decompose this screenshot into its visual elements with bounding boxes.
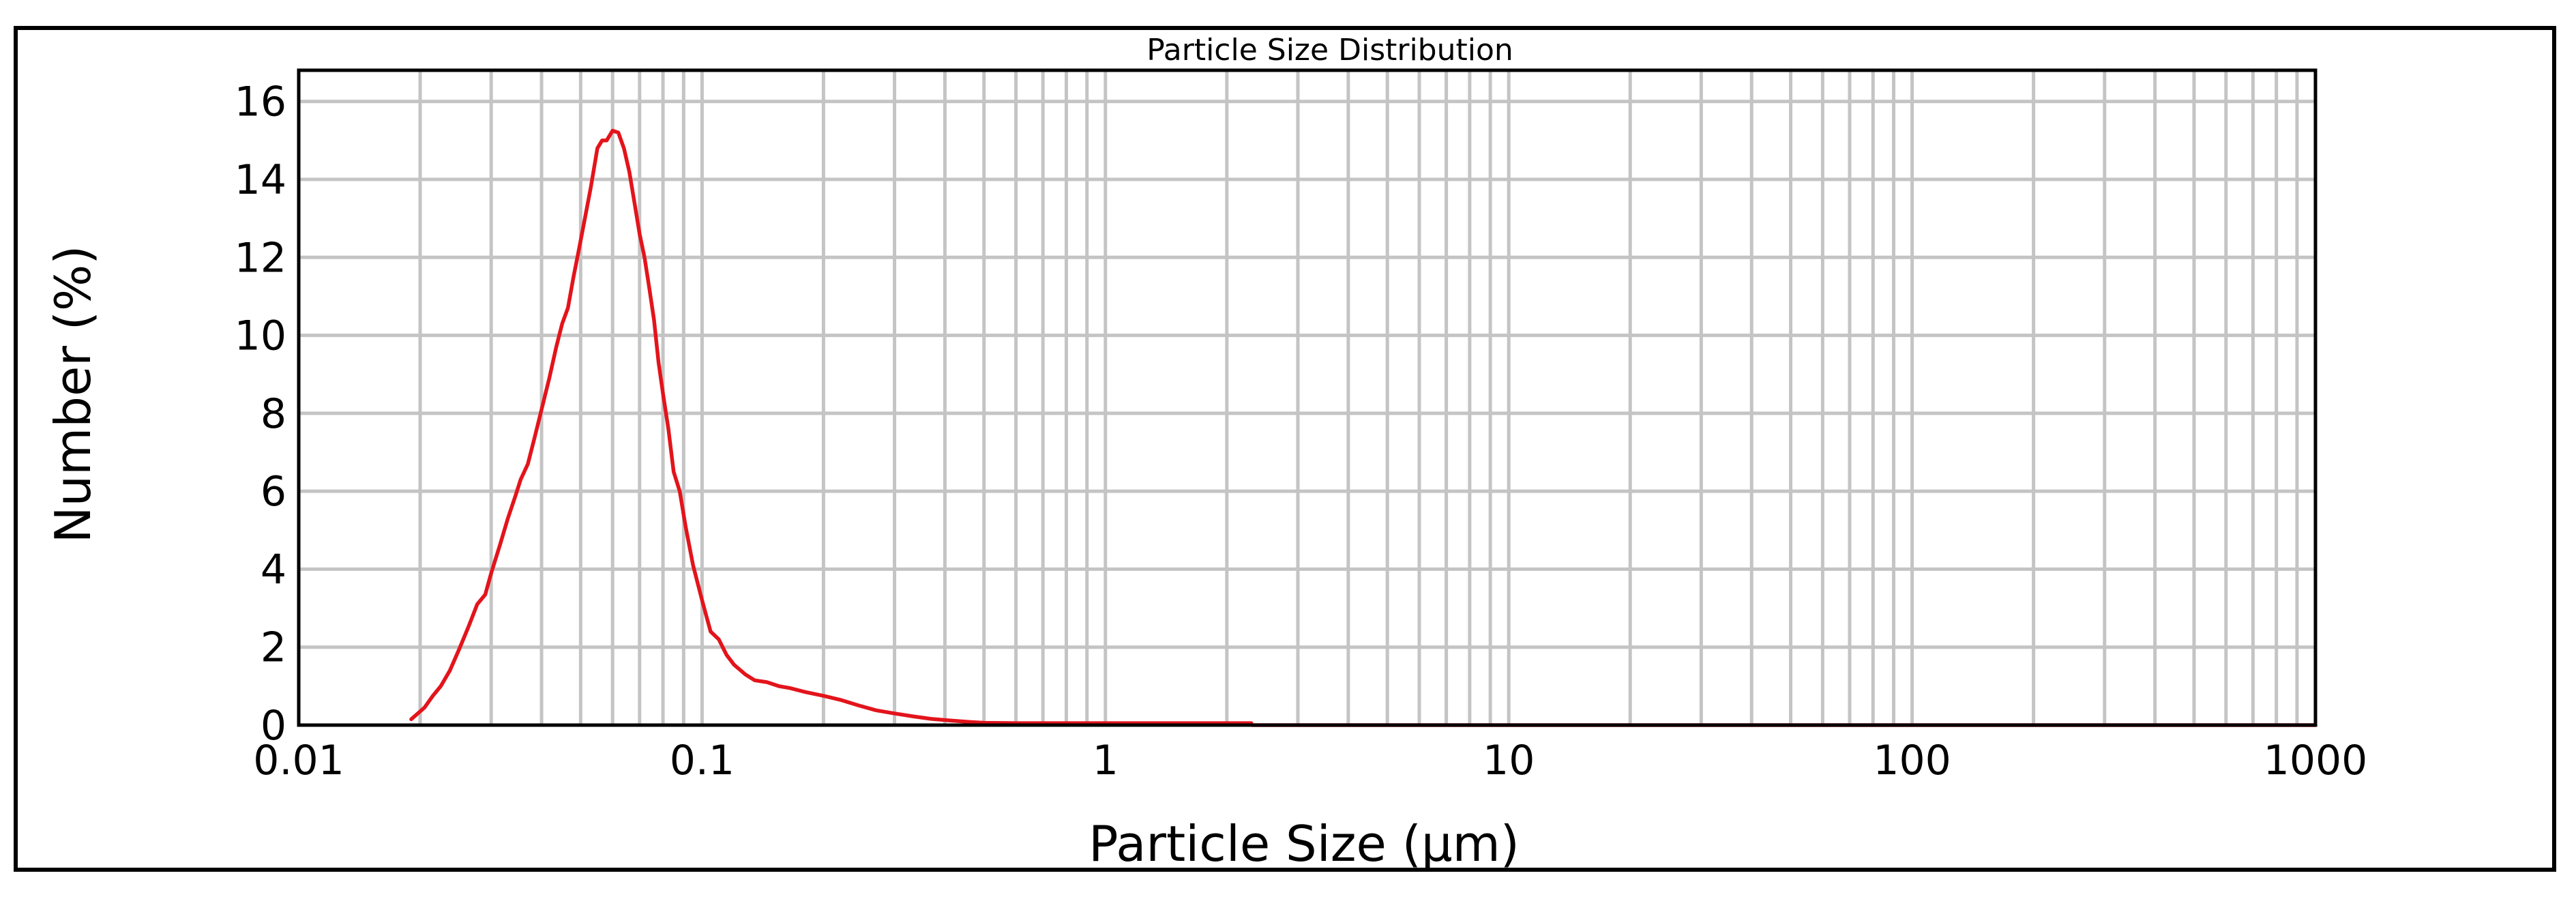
y-tick-label: 10: [235, 312, 286, 360]
y-axis-label: Number (%): [44, 246, 102, 544]
y-tick-label: 0: [261, 702, 286, 750]
chart-title: Particle Size Distribution: [1146, 33, 1513, 68]
tick-labels: 0.01 0.1 1 10 100 1000 0 2 4 6 8 10 12 14 16: [235, 78, 2368, 784]
x-tick-label: 100: [1873, 737, 1951, 784]
plot-area-border: [297, 68, 2318, 727]
chart-frame: [14, 26, 2556, 872]
y-tick-label: 16: [235, 78, 286, 126]
x-tick-label: 1000: [2264, 737, 2368, 784]
y-tick-label: 6: [261, 468, 286, 516]
x-tick-label: 10: [1483, 737, 1535, 784]
grid: [299, 70, 2315, 725]
y-tick-label: 12: [235, 234, 286, 282]
data-layer: [409, 128, 2318, 727]
x-tick-label: 1: [1093, 737, 1119, 784]
y-tick-label: 8: [261, 390, 286, 438]
series-line-0: [409, 128, 2318, 727]
x-axis-label: Particle Size (µm): [1089, 815, 1520, 872]
y-tick-label: 14: [235, 156, 286, 204]
y-tick-label: 2: [261, 624, 286, 672]
x-tick-label: 0.01: [253, 737, 344, 784]
x-tick-label: 0.1: [670, 737, 735, 784]
y-tick-label: 4: [261, 546, 286, 593]
